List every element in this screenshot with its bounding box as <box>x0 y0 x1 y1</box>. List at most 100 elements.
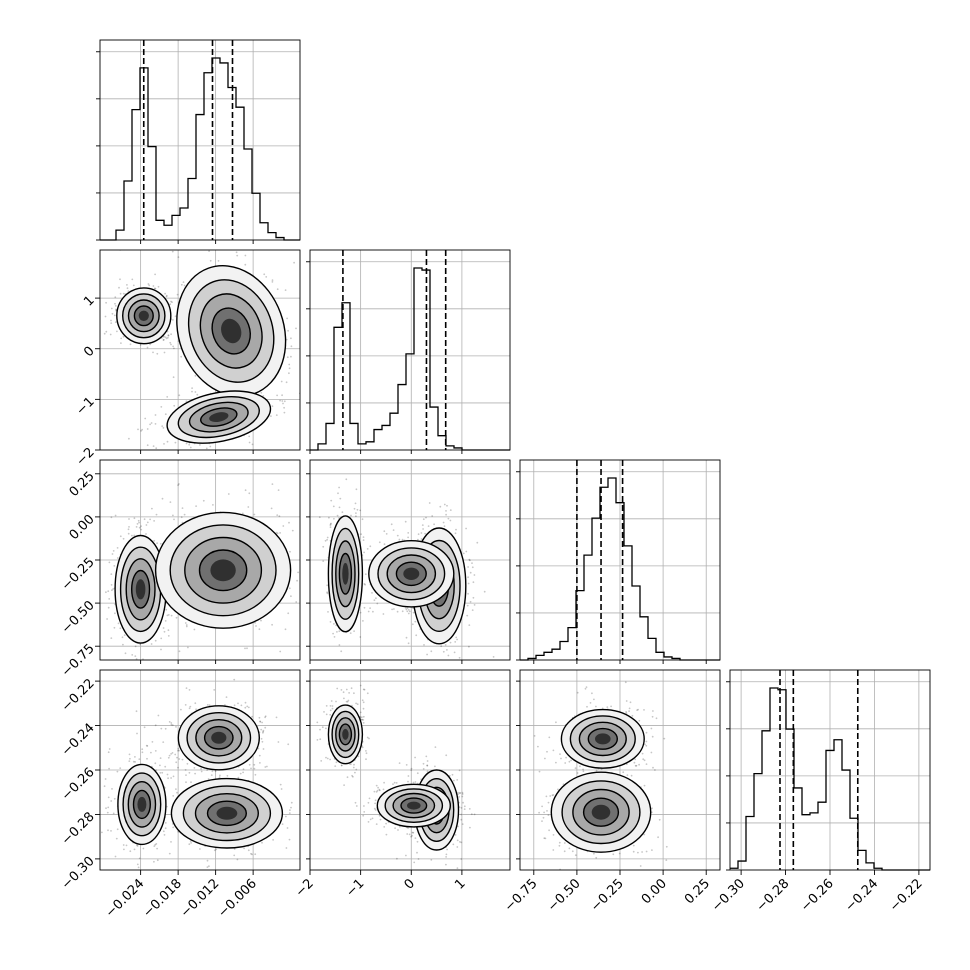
scatter-point <box>329 705 332 707</box>
scatter-point <box>169 501 172 503</box>
scatter-point <box>166 773 169 776</box>
scatter-point <box>106 811 109 814</box>
scatter-point <box>360 718 363 721</box>
scatter-point <box>318 823 320 825</box>
scatter-point <box>214 770 217 773</box>
scatter-point <box>364 583 366 586</box>
scatter-point <box>97 533 99 535</box>
scatter-point <box>260 619 262 622</box>
scatter-point <box>116 828 119 831</box>
scatter-point <box>282 525 285 527</box>
scatter-point <box>375 597 377 600</box>
scatter-point <box>362 707 365 710</box>
scatter-point <box>355 768 358 771</box>
scatter-point <box>153 860 155 863</box>
hist-grid-3 <box>730 670 930 870</box>
scatter-point <box>138 758 141 760</box>
scatter-point <box>276 288 279 291</box>
scatter-point <box>326 584 329 587</box>
scatter-point <box>449 509 452 511</box>
scatter-point <box>338 630 341 633</box>
scatter-point <box>444 644 447 646</box>
scatter-point <box>177 747 180 750</box>
scatter-point <box>248 435 251 438</box>
scatter-point <box>244 701 247 704</box>
scatter-point <box>111 788 113 790</box>
scatter-point <box>452 871 454 873</box>
scatter-point <box>412 781 415 784</box>
scatter-point <box>162 627 165 629</box>
scatter-point <box>104 778 107 780</box>
scatter-point <box>346 776 349 779</box>
scatter-point <box>391 608 393 611</box>
scatter-point <box>425 755 428 758</box>
scatter-point <box>275 531 278 534</box>
scatter-point <box>114 305 117 307</box>
scatter-point <box>248 763 251 766</box>
scatter-point <box>110 322 113 324</box>
scatter-point <box>156 352 159 355</box>
histogram-panel-1 <box>306 249 511 451</box>
scatter-point <box>217 260 220 262</box>
scatter-point <box>160 637 163 640</box>
scatter-point <box>103 332 106 335</box>
scatter-point <box>271 281 274 283</box>
scatter-point <box>133 517 136 520</box>
scatter-point <box>194 772 197 775</box>
scatter-point <box>170 614 173 617</box>
scatter-point <box>473 574 476 576</box>
scatter-point <box>140 528 143 531</box>
scatter-point <box>153 539 156 542</box>
scatter-point <box>440 645 443 648</box>
panel-inner-0 <box>100 210 300 450</box>
scatter-point <box>113 565 116 567</box>
scatter-point <box>185 781 187 784</box>
scatter-point <box>154 750 157 752</box>
scatter-point <box>287 743 290 746</box>
scatter-point <box>154 423 157 425</box>
scatter-point <box>352 775 354 778</box>
scatter-point <box>110 319 112 322</box>
scatter-point <box>128 526 130 528</box>
scatter-point <box>170 753 173 755</box>
scatter-point <box>325 727 327 730</box>
scatter-point <box>253 238 255 240</box>
scatter-point <box>236 858 239 861</box>
scatter-point <box>162 338 165 341</box>
scatter-point <box>361 716 363 718</box>
scatter-point <box>177 484 180 486</box>
scatter-point <box>113 626 116 629</box>
scatter-point <box>195 233 197 235</box>
scatter-point <box>134 761 137 763</box>
scatter-point <box>361 746 364 749</box>
scatter-point <box>258 754 261 757</box>
scatter-point <box>446 649 448 651</box>
scatter-point <box>154 762 157 765</box>
scatter-point <box>334 662 336 664</box>
scatter-point <box>325 756 327 759</box>
scatter-point <box>140 430 143 432</box>
scatter-point <box>230 210 232 212</box>
scatter-point <box>212 504 214 506</box>
scatter-point <box>178 650 181 653</box>
hist-grid-1 <box>310 250 510 450</box>
scatter-point <box>430 859 433 861</box>
scatter-point <box>361 699 364 702</box>
scatter-point <box>422 768 425 770</box>
scatter-point <box>128 753 131 756</box>
scatter-point <box>193 767 196 769</box>
scatter-point <box>116 557 119 559</box>
scatter-point <box>373 599 376 602</box>
scatter-point <box>141 748 144 751</box>
scatter-point <box>124 652 127 655</box>
scatter-point <box>281 823 284 825</box>
scatter-point <box>262 731 264 734</box>
scatter-point <box>143 661 145 663</box>
scatter-point <box>277 741 280 743</box>
scatter-point <box>162 741 165 743</box>
scatter-point <box>282 402 284 405</box>
scatter-point <box>426 760 429 762</box>
scatter-point <box>463 805 466 808</box>
scatter-point <box>357 755 360 758</box>
scatter-point <box>259 762 261 764</box>
